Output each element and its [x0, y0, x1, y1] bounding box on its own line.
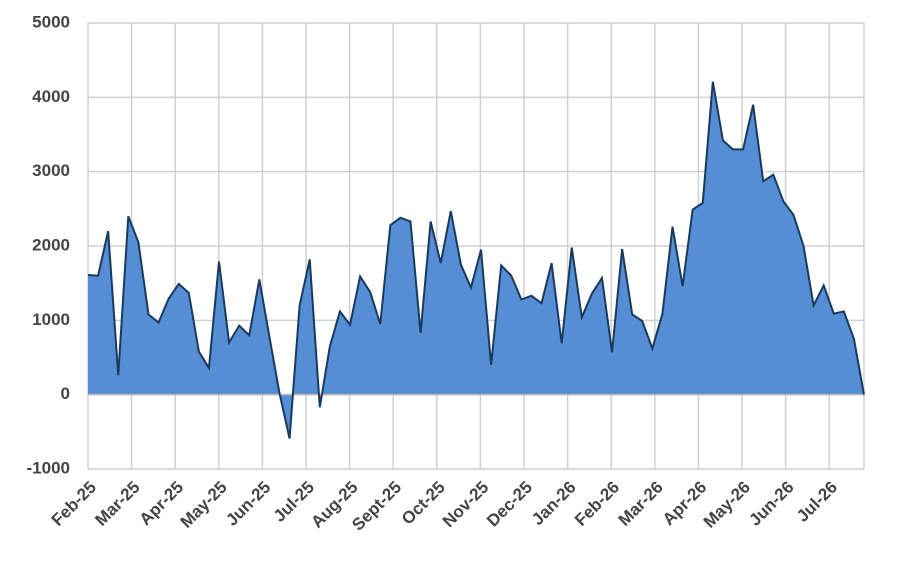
- y-tick-label: -1000: [27, 458, 70, 477]
- y-tick-label: 5000: [32, 12, 70, 31]
- x-tick-label: Feb-26: [571, 478, 623, 530]
- x-tick-label: Jun-26: [745, 478, 797, 530]
- x-tick-label: Mar-26: [615, 478, 667, 530]
- x-tick-label: Jan-26: [528, 478, 580, 530]
- y-tick-label: 0: [61, 384, 70, 403]
- area: [88, 81, 864, 439]
- x-tick-label: Jun-25: [222, 478, 274, 530]
- x-tick-label: May-26: [700, 478, 754, 532]
- x-tick-label: Sept-25: [348, 478, 405, 535]
- y-tick-label: 1000: [32, 310, 70, 329]
- x-tick-label: Feb-25: [48, 478, 100, 530]
- y-tick-label: 2000: [32, 235, 70, 254]
- x-tick-label: Dec-25: [483, 478, 536, 531]
- x-tick-label: Mar-25: [91, 478, 143, 530]
- x-tick-label: Nov-25: [439, 478, 493, 532]
- area-line: [87, 81, 865, 439]
- x-tick-label: May-25: [177, 478, 231, 532]
- y-tick-label: 3000: [32, 161, 70, 180]
- y-tick-label: 4000: [32, 87, 70, 106]
- x-tick-label: Jul-26: [793, 478, 841, 526]
